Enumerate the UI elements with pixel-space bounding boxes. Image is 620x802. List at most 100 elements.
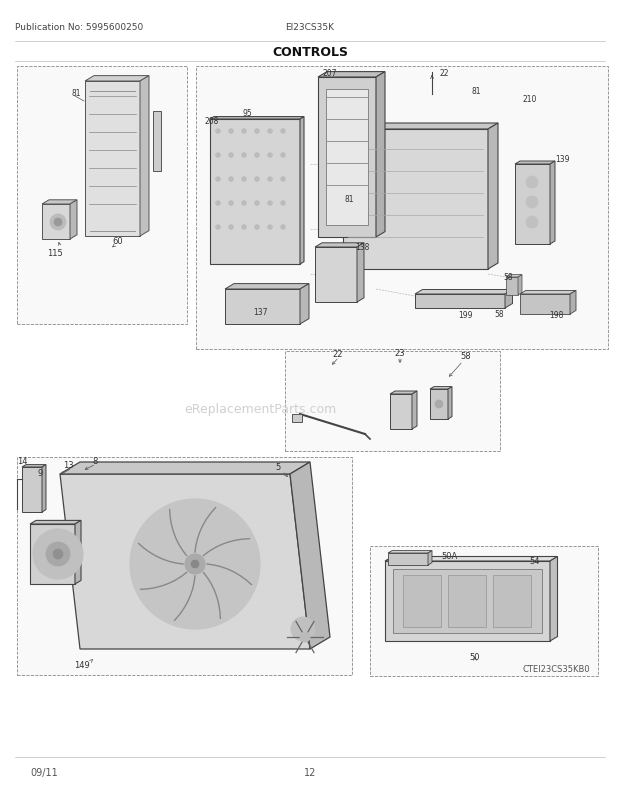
Bar bbox=[493, 575, 531, 627]
Text: 9: 9 bbox=[37, 469, 43, 478]
Text: 199: 199 bbox=[458, 311, 472, 320]
Polygon shape bbox=[357, 244, 364, 302]
Circle shape bbox=[229, 129, 234, 134]
Circle shape bbox=[229, 201, 234, 206]
Polygon shape bbox=[75, 520, 81, 585]
Text: 12: 12 bbox=[304, 767, 316, 777]
Text: 23: 23 bbox=[395, 349, 405, 358]
Text: 149: 149 bbox=[74, 661, 90, 670]
Text: 60: 60 bbox=[113, 237, 123, 246]
Bar bbox=[285, 351, 500, 452]
Polygon shape bbox=[570, 291, 576, 314]
Polygon shape bbox=[388, 551, 432, 553]
Circle shape bbox=[242, 153, 247, 158]
Polygon shape bbox=[388, 553, 428, 565]
Text: 138: 138 bbox=[355, 243, 369, 252]
Circle shape bbox=[526, 217, 538, 229]
Polygon shape bbox=[412, 391, 417, 429]
Polygon shape bbox=[550, 162, 555, 245]
Polygon shape bbox=[343, 130, 488, 269]
Text: 198: 198 bbox=[549, 311, 563, 320]
Circle shape bbox=[267, 177, 273, 182]
Text: 139: 139 bbox=[555, 156, 569, 164]
Circle shape bbox=[242, 201, 247, 206]
Text: 5: 5 bbox=[275, 463, 281, 472]
Circle shape bbox=[291, 618, 315, 642]
Polygon shape bbox=[60, 475, 310, 649]
Polygon shape bbox=[290, 463, 330, 649]
Bar bbox=[17, 67, 187, 325]
Text: 58: 58 bbox=[494, 310, 504, 319]
Polygon shape bbox=[415, 290, 513, 294]
Text: CTEI23CS35KB0: CTEI23CS35KB0 bbox=[523, 665, 590, 674]
Circle shape bbox=[191, 561, 199, 569]
Text: 58: 58 bbox=[461, 352, 471, 361]
Polygon shape bbox=[430, 390, 448, 419]
Polygon shape bbox=[225, 290, 300, 325]
Text: 115: 115 bbox=[47, 249, 63, 258]
Text: 81: 81 bbox=[471, 87, 480, 96]
Polygon shape bbox=[385, 557, 557, 561]
Polygon shape bbox=[515, 164, 550, 245]
Circle shape bbox=[229, 225, 234, 230]
Text: 50A: 50A bbox=[442, 552, 458, 561]
Text: Publication No: 5995600250: Publication No: 5995600250 bbox=[15, 23, 143, 32]
Polygon shape bbox=[30, 520, 81, 525]
Circle shape bbox=[46, 542, 70, 566]
Text: 81: 81 bbox=[72, 89, 81, 99]
Circle shape bbox=[50, 215, 66, 231]
Circle shape bbox=[254, 129, 260, 134]
Circle shape bbox=[526, 176, 538, 188]
Polygon shape bbox=[300, 284, 309, 325]
Circle shape bbox=[242, 129, 247, 134]
Polygon shape bbox=[22, 465, 46, 468]
Circle shape bbox=[254, 225, 260, 230]
Polygon shape bbox=[343, 124, 498, 130]
Polygon shape bbox=[430, 387, 452, 390]
Circle shape bbox=[267, 225, 273, 230]
Circle shape bbox=[216, 153, 221, 158]
Polygon shape bbox=[315, 248, 357, 302]
Text: 58: 58 bbox=[503, 272, 513, 282]
Circle shape bbox=[130, 500, 260, 630]
Polygon shape bbox=[210, 119, 300, 265]
Text: CONTROLS: CONTROLS bbox=[272, 47, 348, 59]
Polygon shape bbox=[415, 294, 505, 309]
Circle shape bbox=[216, 177, 221, 182]
Polygon shape bbox=[318, 78, 376, 237]
Polygon shape bbox=[210, 117, 304, 119]
Polygon shape bbox=[518, 275, 522, 296]
Circle shape bbox=[300, 632, 310, 642]
Text: 54: 54 bbox=[529, 557, 540, 565]
Polygon shape bbox=[376, 72, 385, 237]
Circle shape bbox=[216, 129, 221, 134]
Circle shape bbox=[33, 529, 83, 579]
Text: 09/11: 09/11 bbox=[30, 767, 58, 777]
Text: 81: 81 bbox=[344, 195, 354, 205]
Circle shape bbox=[280, 129, 285, 134]
Text: eReplacementParts.com: eReplacementParts.com bbox=[184, 403, 336, 416]
Polygon shape bbox=[506, 275, 522, 277]
Bar bbox=[292, 415, 302, 423]
Polygon shape bbox=[30, 525, 75, 585]
Polygon shape bbox=[390, 395, 412, 429]
Text: 207: 207 bbox=[323, 70, 337, 79]
Polygon shape bbox=[70, 200, 77, 240]
Text: 22: 22 bbox=[439, 70, 449, 79]
Polygon shape bbox=[318, 72, 385, 78]
Circle shape bbox=[54, 219, 62, 227]
Polygon shape bbox=[506, 277, 518, 296]
Polygon shape bbox=[428, 551, 432, 565]
Polygon shape bbox=[42, 200, 77, 205]
Bar bbox=[196, 67, 608, 350]
Text: 137: 137 bbox=[253, 308, 267, 317]
Bar bbox=[153, 111, 161, 172]
Circle shape bbox=[242, 177, 247, 182]
Circle shape bbox=[280, 201, 285, 206]
Circle shape bbox=[254, 201, 260, 206]
Polygon shape bbox=[515, 162, 555, 164]
Polygon shape bbox=[225, 284, 309, 290]
Text: 208: 208 bbox=[205, 117, 219, 127]
Bar bbox=[448, 575, 486, 627]
Polygon shape bbox=[22, 468, 42, 512]
